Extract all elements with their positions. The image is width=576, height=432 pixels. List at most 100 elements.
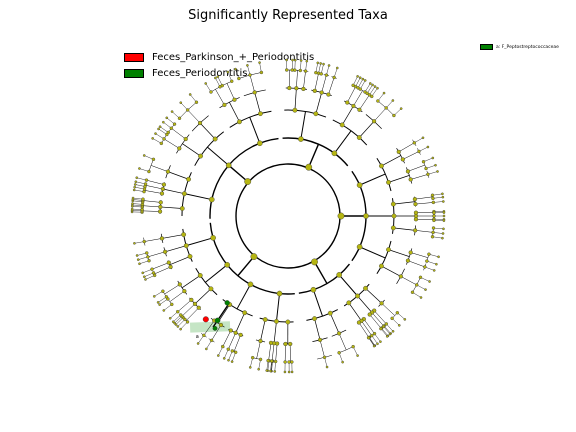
genus-node: [358, 87, 362, 91]
order-branch: [254, 92, 261, 114]
family-node: [356, 320, 362, 325]
legend-label: Feces_Parkinson_+_Periodontitis: [152, 52, 315, 63]
family-branch: [363, 318, 375, 334]
species-node: [131, 196, 135, 200]
species-node: [431, 156, 435, 160]
species-node: [442, 200, 445, 203]
genus-node: [314, 70, 318, 75]
species-node: [436, 170, 439, 173]
genus-node: [202, 333, 206, 338]
family-node: [319, 90, 324, 95]
species-node: [291, 58, 294, 62]
species-node: [325, 365, 329, 369]
genus-node: [164, 295, 169, 299]
genus-node: [431, 230, 435, 235]
family-branch: [142, 205, 161, 208]
order-branch: [194, 288, 212, 305]
family-branch: [147, 251, 166, 258]
species-node: [248, 366, 252, 369]
family-node: [268, 340, 274, 345]
genus-node: [370, 333, 374, 338]
order-node: [186, 176, 191, 182]
family-node: [192, 301, 198, 307]
family-node: [168, 264, 173, 270]
species-node: [165, 116, 169, 120]
family-node: [345, 100, 350, 105]
family-node: [177, 146, 182, 151]
genus-node: [258, 357, 263, 362]
species-node: [265, 369, 269, 372]
family-branch: [145, 184, 163, 190]
family-node: [351, 103, 356, 109]
class-arc: [229, 110, 272, 128]
genus-node: [144, 178, 149, 182]
family-node: [301, 86, 306, 92]
family-branch: [410, 174, 428, 180]
order-node: [356, 135, 362, 140]
class-node: [356, 244, 363, 250]
genus-node: [332, 75, 336, 80]
family-branch: [177, 299, 192, 312]
order-node: [386, 247, 391, 253]
family-node: [336, 331, 342, 336]
highlight-node-green: [224, 300, 230, 306]
species-node: [162, 309, 166, 312]
genus-node: [285, 68, 289, 72]
order-branch: [357, 295, 373, 313]
class-node: [276, 290, 283, 297]
species-node: [290, 370, 294, 374]
family-node: [405, 258, 411, 263]
species-node: [154, 132, 157, 135]
species-node: [176, 325, 180, 328]
order-node: [183, 243, 189, 249]
family-branch: [400, 276, 417, 286]
order-branch: [388, 175, 410, 183]
family-branch: [371, 312, 384, 327]
genus-node: [230, 349, 235, 353]
family-branch: [410, 252, 428, 258]
order-branch: [294, 88, 297, 111]
order-node: [187, 254, 193, 259]
family-branch: [228, 332, 236, 350]
genus-node: [143, 182, 148, 186]
genus-node: [337, 351, 341, 355]
family-branch: [347, 86, 356, 103]
genus-node: [221, 344, 225, 349]
species-node: [135, 176, 139, 180]
order-node: [355, 293, 360, 299]
species-node: [214, 76, 217, 80]
class-node: [224, 262, 230, 268]
phylum-node: [311, 258, 318, 266]
species-node: [156, 301, 160, 304]
genus-node: [384, 106, 388, 110]
genus-node: [418, 275, 423, 280]
family-node: [398, 274, 403, 279]
species-node: [170, 110, 174, 113]
genus-node: [293, 68, 297, 72]
family-branch: [338, 333, 347, 350]
family-branch: [186, 307, 199, 321]
species-node: [379, 340, 382, 343]
class-branch: [275, 293, 281, 322]
species-node: [205, 347, 208, 351]
genus-node: [322, 355, 327, 360]
highlight-label: a: [196, 334, 199, 340]
genus-node: [367, 93, 372, 97]
class-arc: [332, 119, 368, 146]
species-node: [358, 76, 362, 80]
family-node: [177, 282, 182, 287]
family-node: [189, 297, 194, 303]
species-node: [382, 91, 386, 95]
order-node: [179, 206, 185, 211]
legend-item-parkinson: Feces_Parkinson_+_Periodontitis: [124, 52, 314, 63]
chart-title: Significantly Represented Taxa: [188, 8, 388, 23]
species-node: [322, 62, 325, 66]
genus-node: [273, 359, 278, 364]
species-node: [441, 236, 444, 240]
family-node: [405, 169, 411, 174]
species-node: [152, 295, 156, 298]
family-branch: [319, 339, 325, 358]
species-node: [131, 202, 134, 205]
class-branch: [186, 237, 214, 247]
order-node: [379, 163, 384, 169]
